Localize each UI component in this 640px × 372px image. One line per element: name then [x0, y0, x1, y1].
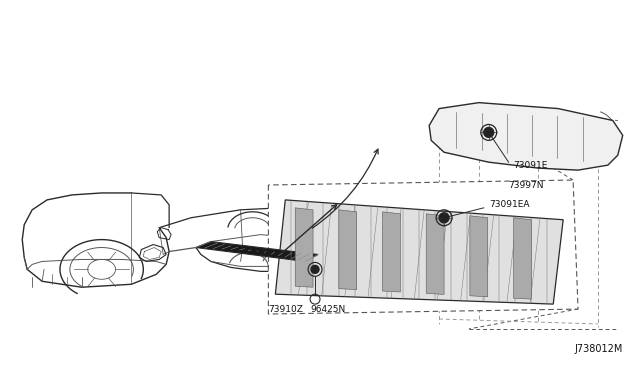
Text: 73997N: 73997N — [509, 180, 544, 189]
Polygon shape — [339, 210, 356, 290]
Polygon shape — [470, 216, 488, 297]
Polygon shape — [383, 212, 401, 292]
Text: 96425N: 96425N — [310, 305, 346, 314]
Polygon shape — [275, 200, 563, 304]
Polygon shape — [268, 180, 578, 314]
Circle shape — [439, 213, 449, 223]
Circle shape — [311, 265, 319, 273]
Text: 73091EA: 73091EA — [489, 201, 529, 209]
Circle shape — [484, 128, 493, 137]
Polygon shape — [295, 208, 313, 287]
Text: 73091E: 73091E — [513, 161, 548, 170]
Text: 73910Z: 73910Z — [268, 305, 303, 314]
Polygon shape — [513, 218, 531, 299]
Text: J738012M: J738012M — [574, 344, 623, 354]
Polygon shape — [426, 214, 444, 294]
Polygon shape — [196, 241, 318, 262]
Polygon shape — [429, 103, 623, 170]
